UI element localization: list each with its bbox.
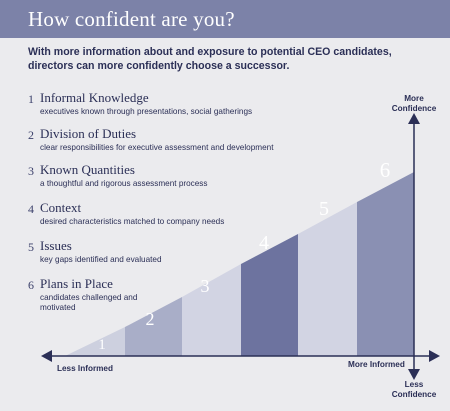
bar-label-6: 6 <box>380 158 391 182</box>
step-title: Plans in Place <box>40 276 113 291</box>
bar-label-4: 4 <box>259 232 269 254</box>
step-number: 6 <box>28 278 34 292</box>
step-description: key gaps identified and evaluated <box>40 255 162 264</box>
bar-2 <box>125 297 182 356</box>
step-description: candidates challenged and motivated <box>40 293 138 312</box>
step-title: Context <box>40 200 82 215</box>
step-description: a thoughtful and rigorous assessment pro… <box>40 179 208 188</box>
bar-label-3: 3 <box>201 276 210 296</box>
bar-label-5: 5 <box>319 198 329 220</box>
step-number: 3 <box>28 164 34 178</box>
bar-1 <box>65 327 125 356</box>
bar-5 <box>298 202 357 356</box>
more-confidence-label: More Confidence <box>391 94 437 113</box>
step-title: Division of Duties <box>40 126 137 141</box>
header-bar: How confident are you? <box>0 0 450 38</box>
step-number: 5 <box>28 240 34 254</box>
bar-label-1: 1 <box>98 337 106 353</box>
step-number: 1 <box>28 92 34 106</box>
bar-label-2: 2 <box>146 309 155 329</box>
step-description: executives known through presentations, … <box>40 107 253 116</box>
step-title: Informal Knowledge <box>40 90 149 105</box>
arrow-left-icon <box>41 350 52 362</box>
less-confidence-label: Less Confidence <box>391 380 437 399</box>
step-title: Issues <box>40 238 72 253</box>
arrow-up-icon <box>408 113 420 124</box>
less-informed-label: Less Informed <box>57 364 113 373</box>
page-title: How confident are you? <box>28 7 235 31</box>
bar-4 <box>241 234 298 356</box>
bar-3 <box>182 264 241 356</box>
arrow-down-icon <box>408 369 420 380</box>
step-number: 2 <box>28 128 34 142</box>
step-description: clear responsibilities for executive ass… <box>40 143 274 152</box>
step-number: 4 <box>28 202 34 216</box>
more-informed-label: More Informed <box>348 360 405 369</box>
bar-6 <box>357 172 414 356</box>
arrow-right-icon <box>429 350 440 362</box>
step-description: desired characteristics matched to compa… <box>40 217 225 226</box>
step-title: Known Quantities <box>40 162 135 177</box>
intro-text: With more information about and exposure… <box>28 46 392 72</box>
